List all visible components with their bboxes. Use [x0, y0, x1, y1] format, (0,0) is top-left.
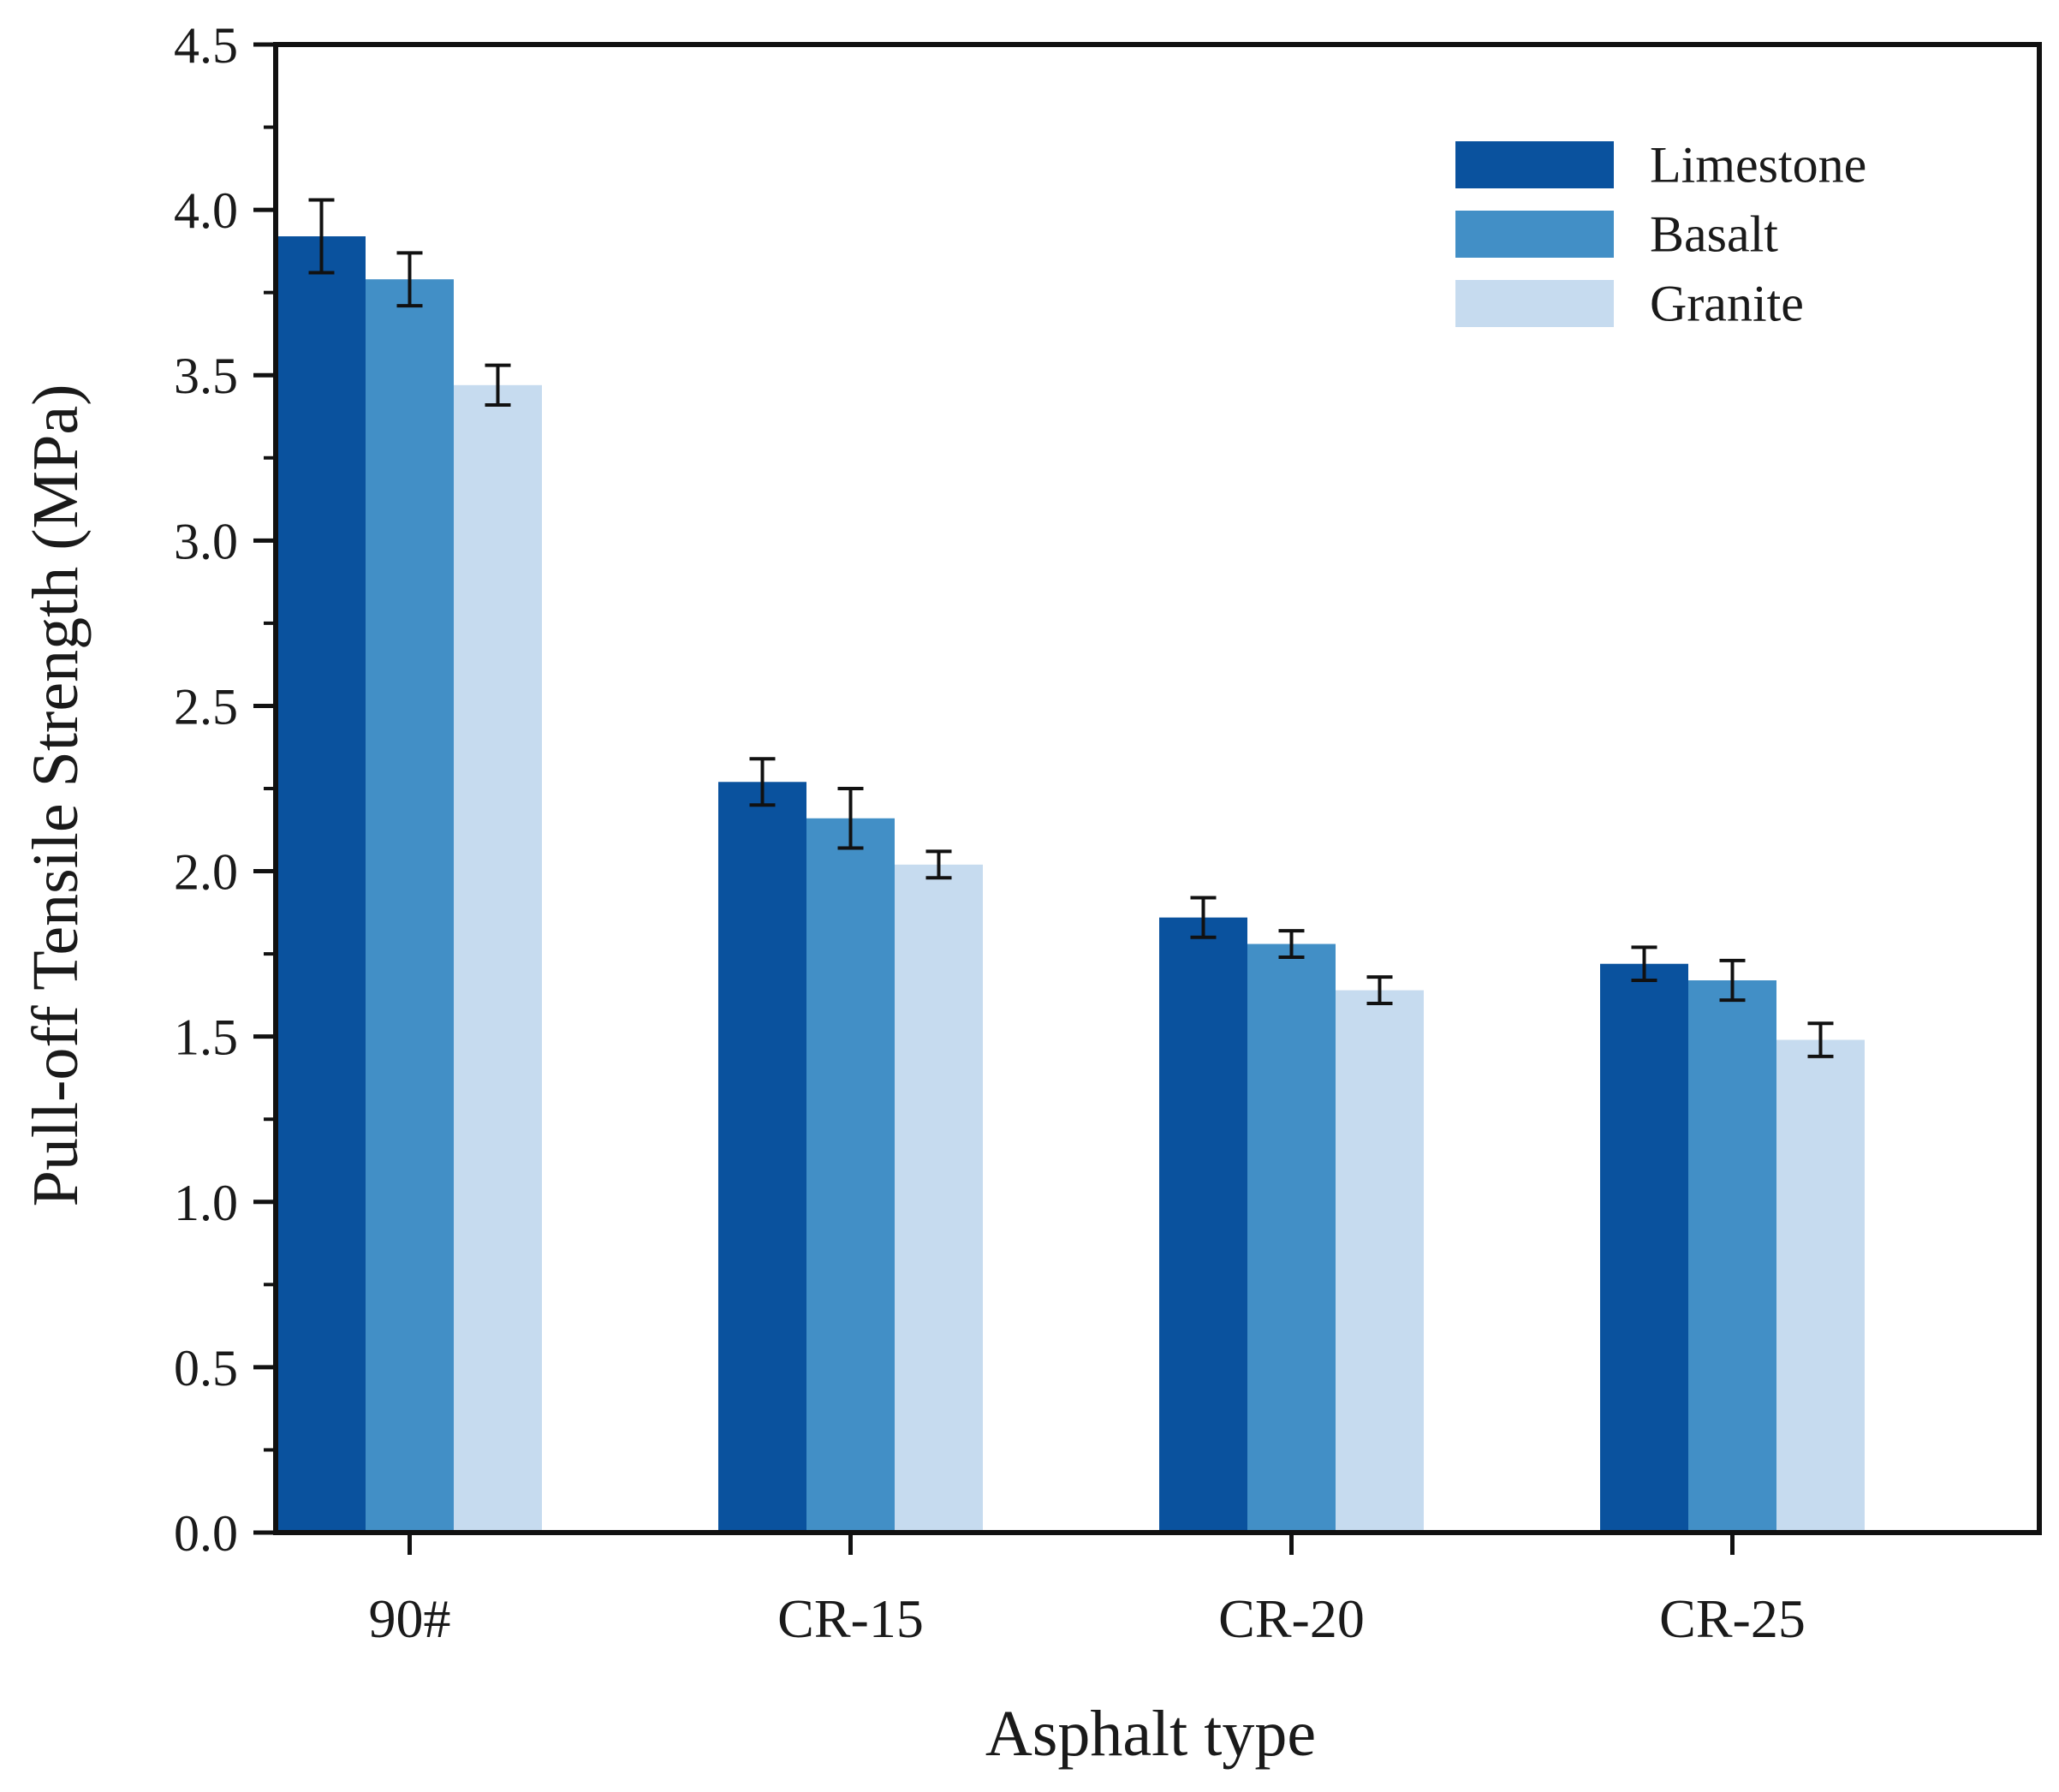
y-tick-label: 1.0: [174, 1175, 238, 1231]
y-tick-label: 4.0: [174, 182, 238, 239]
x-tick-label: CR-25: [1659, 1588, 1806, 1649]
bar-granite-cr20: [1336, 990, 1424, 1533]
bar-basalt-90: [366, 279, 454, 1533]
bar-basalt-cr15: [806, 818, 895, 1533]
legend-swatch-basalt: [1455, 211, 1614, 258]
y-tick-label: 1.5: [174, 1009, 238, 1066]
bar-granite-cr15: [895, 864, 983, 1533]
y-tick-label: 2.0: [174, 844, 238, 901]
bar-basalt-cr25: [1688, 980, 1776, 1533]
bar-limestone-cr25: [1600, 963, 1688, 1533]
y-tick-label: 2.5: [174, 678, 238, 735]
x-tick-label: CR-15: [777, 1588, 924, 1649]
bar-limestone-cr15: [718, 782, 806, 1533]
bar-limestone-cr20: [1159, 917, 1247, 1533]
bar-granite-90: [454, 384, 542, 1533]
y-axis-title: Pull-off Tensile Strength (MPa): [20, 384, 92, 1207]
bar-granite-cr25: [1776, 1039, 1865, 1533]
x-tick-label: CR-20: [1218, 1588, 1365, 1649]
y-tick-label: 3.0: [174, 513, 238, 569]
x-tick-label: 90#: [369, 1588, 451, 1649]
legend-label-basalt: Basalt: [1650, 206, 1778, 263]
y-tick-label: 0.0: [174, 1505, 238, 1562]
legend-swatch-limestone: [1455, 141, 1614, 188]
bar-basalt-cr20: [1247, 944, 1336, 1533]
x-axis-title: Asphalt type: [985, 1698, 1316, 1770]
y-tick-label: 3.5: [174, 348, 238, 404]
y-tick-label: 0.5: [174, 1340, 238, 1396]
y-tick-label: 4.5: [174, 17, 238, 74]
legend-swatch-granite: [1455, 280, 1614, 327]
legend-label-limestone: Limestone: [1650, 137, 1866, 193]
legend-label-granite: Granite: [1650, 276, 1804, 332]
bar-limestone-90: [277, 236, 366, 1533]
